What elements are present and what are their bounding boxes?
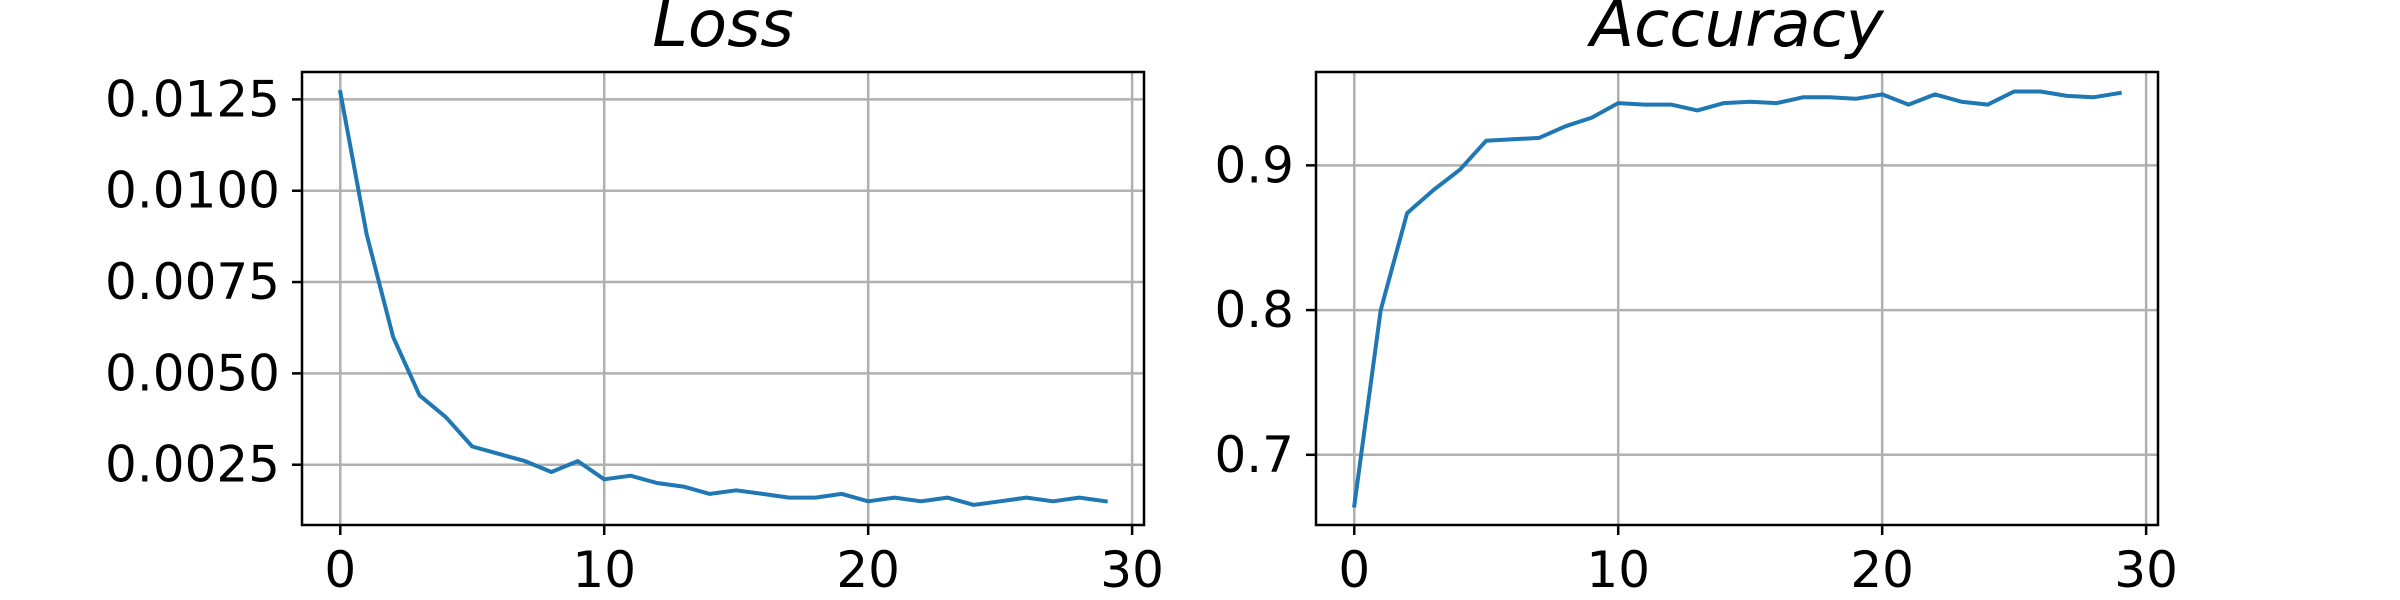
- accuracy-x-tick-label: 0: [1338, 541, 1370, 599]
- accuracy-x-tick-label: 10: [1586, 541, 1650, 599]
- loss-x-tick-label: 20: [836, 541, 900, 599]
- accuracy-x-tick-label: 30: [2114, 541, 2178, 599]
- loss-x-tick-label: 0: [324, 541, 356, 599]
- loss-series-line: [337, 89, 1108, 507]
- loss-x-tick-label: 10: [572, 541, 636, 599]
- loss-x-tick-label: 30: [1100, 541, 1164, 599]
- accuracy-y-tick-label: 0.7: [1214, 426, 1294, 484]
- loss-axes-frame: [300, 70, 1146, 527]
- accuracy-y-tick-label: 0.9: [1214, 136, 1294, 194]
- loss-y-tick-label: 0.0025: [105, 436, 280, 494]
- accuracy-y-tick-label: 0.8: [1214, 281, 1294, 339]
- loss-y-tick-label: 0.0075: [105, 253, 280, 311]
- accuracy-x-tick-label: 20: [1850, 541, 1914, 599]
- accuracy-axes-frame: [1314, 70, 2160, 527]
- loss-y-tick-label: 0.0125: [105, 70, 280, 128]
- loss-y-tick-label: 0.0050: [105, 344, 280, 402]
- accuracy-series-line: [1352, 89, 2122, 508]
- loss-y-tick-label: 0.0100: [105, 162, 280, 220]
- accuracy-chart-title: Accuracy: [1586, 0, 1884, 62]
- loss-chart-title: Loss: [652, 0, 794, 62]
- accuracy-chart: 0 10 20 30 0.7 0.8 0.9 Accuracy: [1214, 0, 2177, 599]
- loss-chart: 0 10 20 30 0.0025 0.0050 0.0075 0.0100 0.0125 Los…: [105, 0, 1164, 599]
